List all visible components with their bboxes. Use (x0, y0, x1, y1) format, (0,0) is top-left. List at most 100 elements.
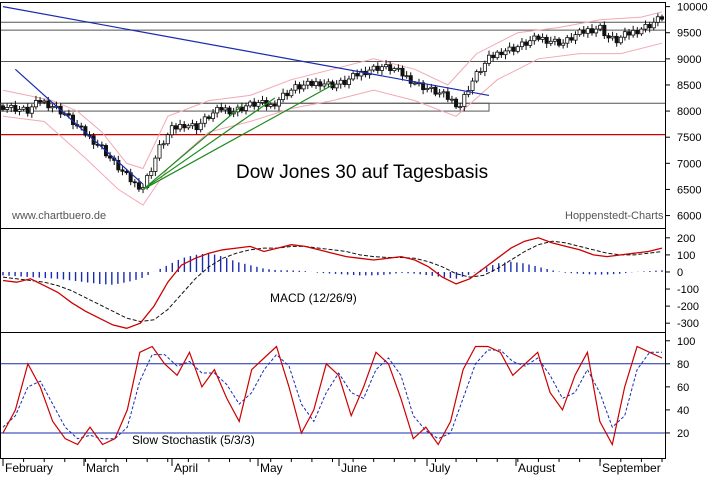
candle-body (532, 35, 537, 42)
macd-label: MACD (12/26/9) (270, 291, 357, 305)
candle-body (132, 181, 137, 184)
stochastic-y-tick-label: 40 (677, 405, 689, 417)
candle-body (66, 113, 71, 116)
candle-body (511, 46, 516, 52)
candle-body (528, 40, 533, 46)
x-axis-month-label: August (518, 461, 556, 475)
candle-body (585, 28, 590, 34)
candle-body (651, 21, 656, 29)
x-axis-month-label: July (429, 461, 450, 475)
price-y-tick-label: 10000 (677, 2, 708, 14)
candle-body (260, 100, 265, 103)
candle-body (594, 28, 599, 34)
candle-body (441, 91, 446, 94)
candle-body (379, 66, 384, 71)
candle-body (13, 105, 18, 112)
candle-body (108, 155, 113, 159)
price-y-tick-label: 9000 (677, 54, 701, 66)
x-axis-month-label: April (174, 461, 198, 475)
candle-body (33, 100, 38, 108)
candle-body (9, 105, 14, 108)
candle-body (400, 67, 405, 77)
macd-y-tick-label: 0 (677, 267, 683, 279)
lower-envelope-line (2, 42, 663, 206)
price-y-tick-label: 7500 (677, 132, 701, 144)
candle-body (346, 78, 351, 85)
candle-body (289, 89, 294, 97)
candle-body (301, 84, 306, 90)
downtrend-line (14, 68, 144, 185)
candle-body (42, 100, 47, 103)
macd-y-tick-label: -300 (677, 318, 699, 330)
candle-body (227, 107, 232, 115)
candle-body (38, 100, 43, 103)
candle-body (371, 65, 376, 71)
candle-body (276, 99, 281, 107)
price-y-tick-label: 6000 (677, 211, 701, 223)
upper-envelope-line (2, 11, 663, 170)
candle-body (503, 50, 508, 56)
candle-body (0, 105, 6, 110)
candle-body (281, 92, 286, 101)
candle-body (589, 28, 594, 34)
candle-body (627, 31, 632, 36)
candle-body (198, 122, 203, 131)
candle-body (355, 73, 360, 77)
candle-body (388, 64, 393, 72)
candle-body (293, 84, 298, 91)
candle-body (375, 65, 380, 71)
candle-body (449, 98, 454, 101)
x-axis-month-label: September (602, 461, 661, 475)
candle-body (322, 83, 327, 87)
uptrend-line (142, 105, 243, 190)
candle-body (285, 92, 290, 97)
macd-y-tick-label: -100 (677, 284, 699, 296)
uptrend-line (142, 97, 276, 190)
candle-body (482, 62, 487, 72)
macd-y-tick-label: 100 (677, 250, 695, 262)
candle-body (445, 91, 450, 100)
candle-body (433, 86, 438, 95)
candle-body (408, 75, 413, 84)
stochastic-y-tick-label: 60 (677, 382, 689, 394)
candle-body (194, 123, 199, 131)
candle-body (359, 70, 364, 77)
price-y-tick-label: 9500 (677, 28, 701, 40)
candle-body (338, 79, 343, 85)
x-axis-month-label: February (5, 461, 53, 475)
candle-body (487, 54, 492, 64)
candle-body (437, 92, 442, 95)
candle-body (173, 125, 178, 130)
x-axis-month-label: March (86, 461, 119, 475)
candle-body (474, 71, 479, 82)
candle-body (29, 106, 34, 114)
candle-body (598, 24, 603, 30)
macd-panel: 200 100 0 -100 -200 -300 (2, 233, 699, 330)
candle-body (404, 75, 409, 78)
candle-body (272, 103, 277, 107)
candle-body (618, 36, 623, 44)
candle-body (655, 16, 660, 23)
candle-body (178, 124, 183, 130)
candle-body (635, 29, 640, 35)
candle-body (116, 159, 121, 171)
candle-body (244, 105, 249, 111)
candle-body (602, 24, 607, 37)
candle-body (124, 170, 129, 174)
stochastic-k-line (2, 345, 663, 447)
candle-body (186, 125, 191, 129)
macd-y-tick-label: -200 (677, 301, 699, 313)
candle-body (631, 29, 636, 36)
candle-body (643, 24, 648, 30)
x-axis-month-label: May (260, 461, 283, 475)
stochastic-panel-frame (0, 332, 666, 459)
candle-body (17, 108, 22, 112)
candle-body (491, 54, 496, 59)
price-y-tick-label: 7000 (677, 158, 701, 170)
candle-body (606, 35, 611, 39)
candle-body (169, 125, 174, 136)
candle-body (223, 107, 228, 111)
candle-body (507, 46, 512, 52)
candle-body (515, 46, 520, 52)
stochastic-y-tick-label: 20 (677, 428, 689, 440)
